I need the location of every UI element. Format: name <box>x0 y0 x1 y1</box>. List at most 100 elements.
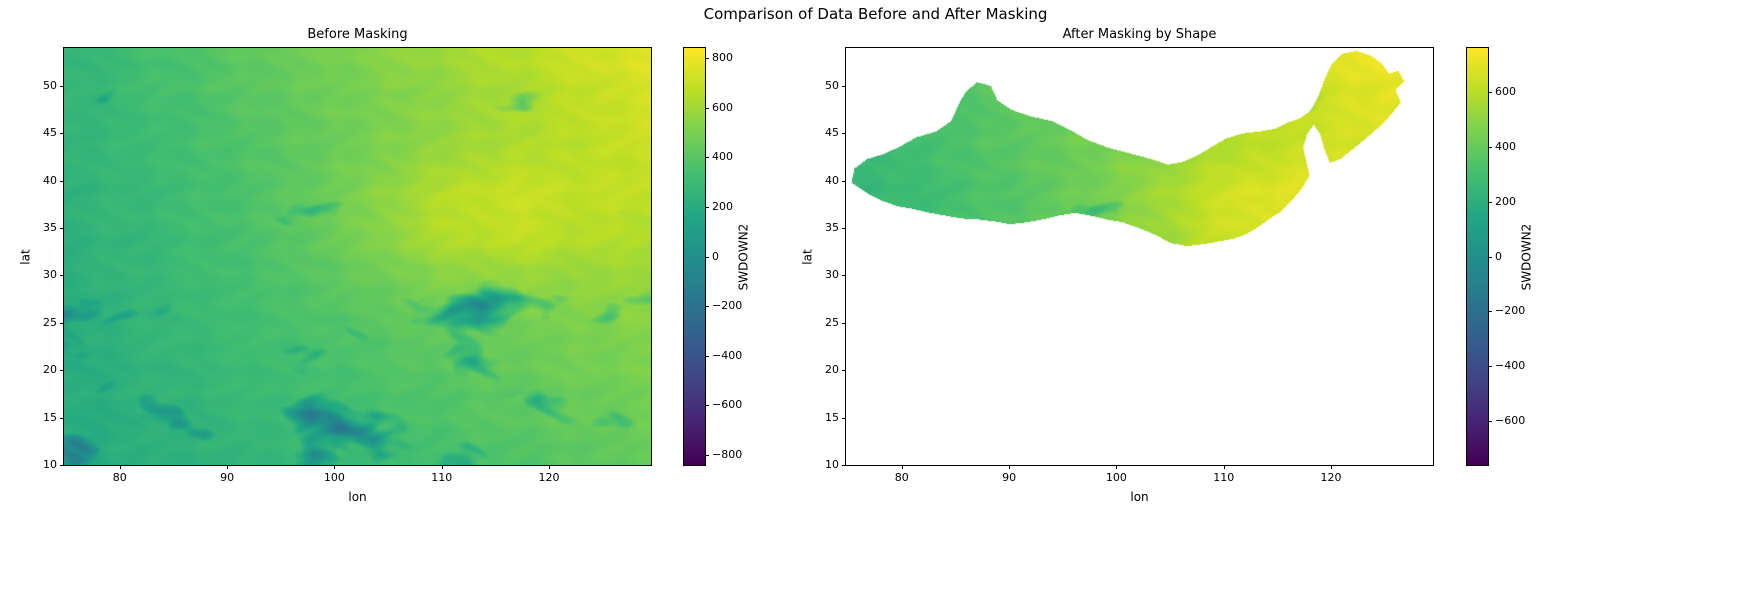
colorbar-tick-label: −600 <box>1495 414 1526 428</box>
x-tick-label: 80 <box>894 471 909 484</box>
x-axis-label-after: lon <box>1130 490 1149 504</box>
colorbar-tick-mark <box>705 256 709 258</box>
y-tick-mark <box>60 274 64 276</box>
x-tick-mark <box>1115 465 1117 469</box>
y-tick-label: 35 <box>825 221 839 235</box>
y-tick-mark <box>842 180 846 182</box>
colorbar-tick-mark <box>1488 201 1492 203</box>
y-tick-mark <box>842 464 846 466</box>
x-tick-mark <box>901 465 903 469</box>
y-tick-mark <box>60 464 64 466</box>
y-tick-label: 20 <box>825 363 839 377</box>
x-tick-mark <box>441 465 443 469</box>
y-tick-label: 15 <box>825 410 839 424</box>
y-tick-label: 30 <box>43 268 57 282</box>
colorbar-tick-label: −200 <box>1495 304 1526 318</box>
colorbar-label-container-after: SWDOWN2 <box>1518 48 1534 465</box>
colorbar-tick-mark <box>705 305 709 307</box>
colorbar-tick-mark <box>1488 420 1492 422</box>
x-tick-mark <box>548 465 550 469</box>
colorbar-tick-mark <box>1488 91 1492 93</box>
heatmap-after-masking <box>846 48 1433 465</box>
y-tick-label: 30 <box>825 268 839 282</box>
x-tick-label: 90 <box>220 471 235 484</box>
y-tick-label: 50 <box>825 78 839 92</box>
y-tick-label: 40 <box>825 173 839 187</box>
colorbar-before: SWDOWN2 800 600 400 200 0 −200 −400 −600 −800 <box>683 47 750 466</box>
colorbar-tick-label: 0 <box>712 249 719 263</box>
y-tick-mark <box>60 180 64 182</box>
figure-title: Comparison of Data Before and After Mask… <box>703 5 1048 23</box>
y-tick-label: 35 <box>43 221 57 235</box>
x-tick-mark <box>1330 465 1332 469</box>
colorbar-tick-mark <box>705 454 709 456</box>
y-tick-label: 25 <box>825 315 839 329</box>
colorbar-tick-mark <box>705 355 709 357</box>
y-tick-mark <box>842 85 846 87</box>
x-tick-mark <box>333 465 335 469</box>
y-tick-mark <box>842 132 846 134</box>
colorbar-tick-mark <box>705 156 709 158</box>
colorbar-tick-label: 200 <box>1495 194 1516 208</box>
x-tick-label: 110 <box>431 471 453 484</box>
x-tick-mark <box>119 465 121 469</box>
y-tick-mark <box>60 322 64 324</box>
colorbar-tick-mark <box>1488 256 1492 258</box>
heatmap-before-masking <box>64 48 651 465</box>
colorbar-tick-label: −200 <box>712 299 743 313</box>
colorbar-tick-mark <box>1488 310 1492 312</box>
x-tick-mark <box>226 465 228 469</box>
axes-after-masking: After Masking by Shape lon lat 80 90 100 11… <box>801 27 1434 504</box>
colorbar-tick-mark <box>705 57 709 59</box>
y-tick-label: 25 <box>43 315 57 329</box>
x-tick-label: 110 <box>1213 471 1235 484</box>
colorbar-tick-mark <box>1488 146 1492 148</box>
x-tick-label: 120 <box>538 471 560 484</box>
colorbar-tick-label: 0 <box>1495 249 1502 263</box>
y-tick-mark <box>60 132 64 134</box>
colorbar-gradient-before <box>684 48 705 465</box>
y-axis-label-container-before: lat <box>18 48 34 465</box>
y-axis-label-container-after: lat <box>800 48 816 465</box>
colorbar-tick-label: −800 <box>712 448 743 462</box>
y-tick-mark <box>60 369 64 371</box>
x-tick-label: 120 <box>1320 471 1342 484</box>
x-tick-label: 90 <box>1002 471 1017 484</box>
y-tick-mark <box>842 322 846 324</box>
y-tick-label: 10 <box>43 458 57 471</box>
colorbar-label-before: SWDOWN2 <box>736 223 750 290</box>
x-tick-mark <box>1223 465 1225 469</box>
y-tick-mark <box>60 85 64 87</box>
x-tick-label: 80 <box>112 471 127 484</box>
colorbar-tick-label: 600 <box>1495 84 1516 98</box>
axes-title-after: After Masking by Shape <box>1062 27 1217 42</box>
colorbar-tick-label: 200 <box>712 199 733 213</box>
colorbar-tick-mark <box>705 206 709 208</box>
y-tick-label: 10 <box>825 458 839 471</box>
colorbar-label-after: SWDOWN2 <box>1519 223 1533 290</box>
axes-before-masking: Before Masking lon lat 80 90 100 110 120 10 15… <box>19 27 652 504</box>
colorbar-tick-label: −600 <box>712 398 743 412</box>
colorbar-gradient-after <box>1467 48 1488 465</box>
colorbar-tick-label: 800 <box>712 50 733 64</box>
y-tick-label: 50 <box>43 78 57 92</box>
y-tick-mark <box>60 417 64 419</box>
y-tick-label: 45 <box>825 126 839 140</box>
colorbar-tick-mark <box>1488 365 1492 367</box>
colorbar-tick-label: −400 <box>712 348 743 362</box>
y-tick-label: 20 <box>43 363 57 377</box>
colorbar-after: SWDOWN2 600 400 200 0 −200 −400 −600 <box>1466 47 1533 466</box>
y-tick-mark <box>842 369 846 371</box>
x-tick-label: 100 <box>1105 471 1127 484</box>
y-tick-mark <box>842 417 846 419</box>
y-axis-label-before: lat <box>19 248 33 265</box>
x-tick-mark <box>1008 465 1010 469</box>
y-tick-label: 15 <box>43 410 57 424</box>
x-tick-label: 100 <box>323 471 345 484</box>
colorbar-tick-label: 400 <box>712 150 733 164</box>
colorbar-tick-mark <box>705 107 709 109</box>
y-tick-mark <box>842 227 846 229</box>
colorbar-tick-label: 600 <box>712 100 733 114</box>
axes-title-before: Before Masking <box>307 27 408 42</box>
